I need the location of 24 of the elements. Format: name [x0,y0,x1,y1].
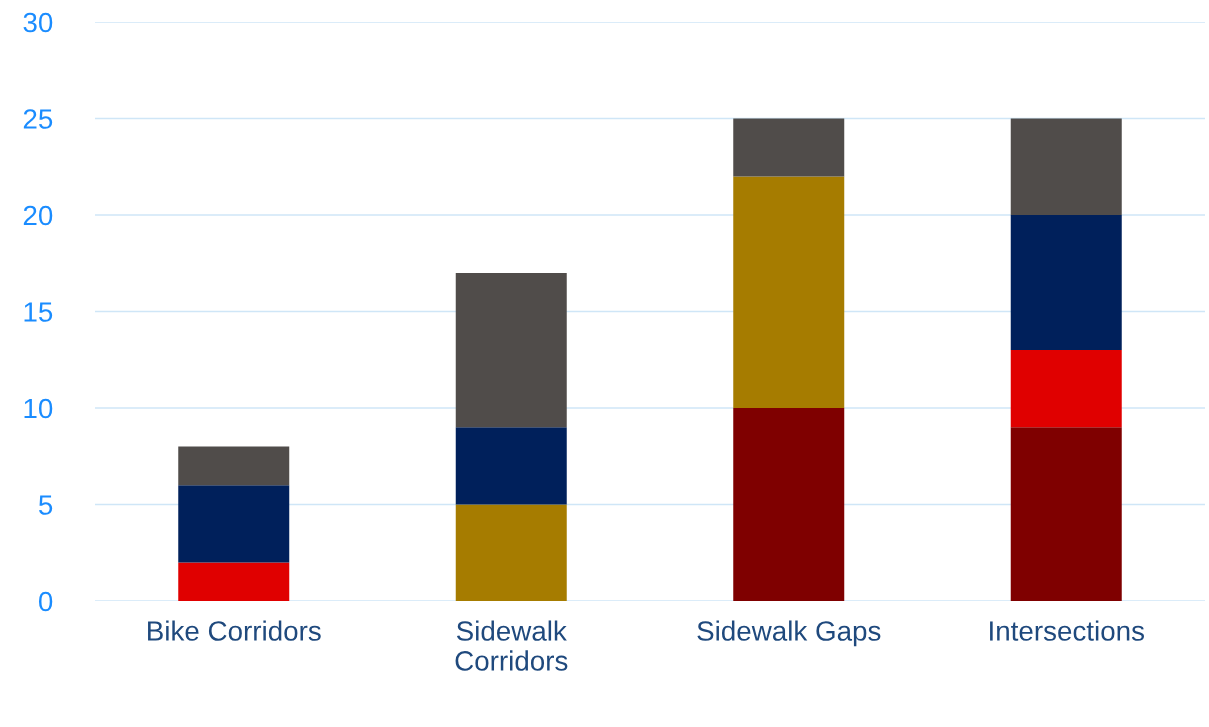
bar [1010,215,1122,351]
y-tick-label: 15 [24,302,53,322]
bar [733,118,845,177]
bar [455,272,567,428]
bar [1010,427,1122,601]
y-tick-label: 10 [24,398,53,419]
bar [178,485,290,563]
y-tick-label: 25 [23,109,53,129]
x-tick-label: Bike Corridors [148,620,321,641]
bar [455,504,567,601]
y-tick-label: 5 [39,495,53,515]
x-tick-label: Sidewalk Gaps [697,620,881,647]
y-tick-label: 20 [23,205,53,226]
bar [733,176,845,408]
x-tick-label: Sidewalk Corridors [455,620,568,671]
bar [733,408,845,601]
bar [455,427,567,505]
bar [178,446,290,486]
bar [1010,350,1122,428]
y-tick-label: 0 [38,591,53,612]
x-tick-label: Intersections [990,620,1144,641]
y-tick-label: 30 [23,12,53,33]
bar [1010,118,1122,215]
bar [178,562,290,601]
